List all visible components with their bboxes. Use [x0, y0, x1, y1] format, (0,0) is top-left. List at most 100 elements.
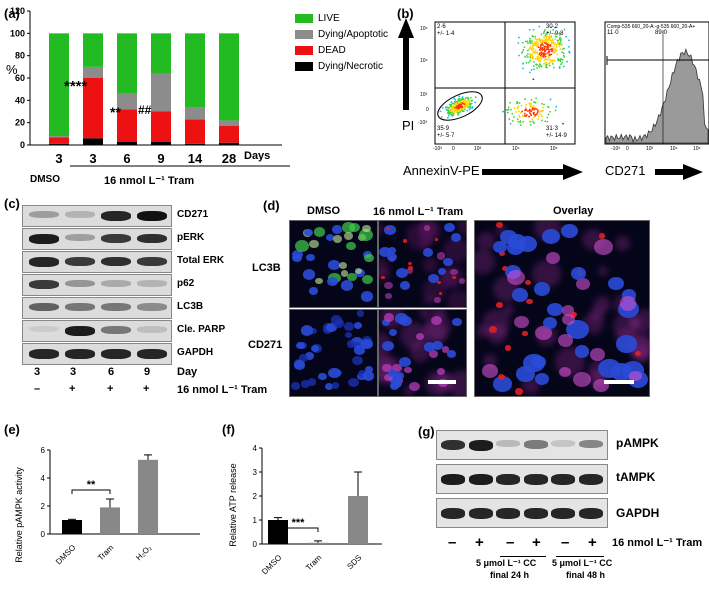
scatter-event-dot: [454, 102, 457, 105]
scatter-event-dot: [510, 108, 512, 111]
blot-c-band: [65, 211, 95, 218]
scatter-event-dot: [539, 41, 542, 44]
scatter-event-dot: [568, 51, 571, 54]
scatter-event-dot: [457, 99, 460, 102]
panel-label-f: (f): [222, 422, 235, 437]
scatter-event-dot: [556, 39, 559, 42]
micro-cell-nucleus: [293, 360, 305, 370]
scale-bar-small: [428, 380, 456, 384]
scatter-event-dot: [549, 98, 552, 101]
micro-cell-nucleus: [309, 240, 319, 248]
micro-cell-nucleus: [346, 340, 355, 348]
scatter-event-dot: [545, 66, 548, 69]
panel-a-xlabel: Days: [244, 150, 271, 162]
panel-a-bar-live: [185, 33, 205, 108]
scatter-event-dot: [525, 61, 528, 64]
scatter-event-dot: [536, 40, 538, 43]
scatter-event-dot: [554, 51, 557, 53]
blot-c-row-label: Cle. PARP: [177, 324, 226, 335]
micro-cell-nucleus: [390, 379, 402, 389]
micro-col-overlay: Overlay: [553, 205, 594, 217]
micro-cell-nucleus: [360, 291, 374, 302]
scatter-event-dot: [536, 67, 539, 69]
scatter-event-dot: [462, 108, 465, 111]
scatter-event-dot: [540, 65, 543, 68]
scatter-event-dot: [555, 35, 558, 38]
micro-cell-nucleus: [608, 276, 624, 290]
scatter-event-dot: [513, 107, 516, 110]
scatter-event-dot: [542, 109, 544, 112]
scatter-event-dot: [539, 54, 542, 57]
micro-cell-nucleus: [349, 223, 360, 233]
micro-cell-nucleus: [353, 345, 365, 355]
scatter-event-dot: [530, 114, 533, 117]
ytick-label: 2: [253, 492, 258, 501]
micro-cell-nucleus: [571, 267, 586, 280]
blot-c-band: [137, 234, 167, 244]
panel-a-bar-dead: [219, 126, 239, 143]
blot-g-treat-1: –: [448, 534, 457, 551]
scatter-event-dot: [548, 51, 550, 54]
panel-e-ylabel: Relative pAMPK activity: [14, 467, 24, 563]
micro-cell-nucleus: [436, 252, 446, 260]
scatter-event-dot: [558, 65, 561, 68]
scatter-event-dot: [560, 63, 562, 66]
panel-a-ytick-label: 20: [15, 118, 25, 128]
micro-cell-nucleus: [534, 373, 550, 386]
micro-cell-nucleus: [313, 227, 325, 237]
micro-cell-nucleus: [431, 315, 443, 325]
micro-cell-nucleus: [489, 326, 498, 333]
blot-c-treat-3: +: [107, 383, 114, 395]
xtick-label: Tram: [96, 543, 116, 563]
micro-cell-nucleus: [343, 231, 354, 240]
scatter-event-dot: [534, 107, 537, 110]
scatter-event-dot: [560, 43, 563, 46]
scatter-event-dot: [455, 106, 458, 109]
micro-cytoplasm-haze: [589, 305, 605, 321]
scatter-event-dot: [551, 59, 554, 62]
scatter-event-dot: [541, 47, 544, 50]
scatter-event-dot: [529, 52, 532, 55]
scatter-event-dot: [470, 96, 472, 99]
panel-a-group-tram: 16 nmol L⁻¹ Tram: [104, 175, 195, 187]
scatter-event-dot: [546, 120, 549, 123]
scatter-event-dot: [508, 118, 511, 121]
scatter-event-dot: [535, 45, 538, 48]
scatter-event-dot: [562, 52, 565, 55]
cd271-axis-label: CD271: [605, 163, 646, 178]
blot-c-band: [29, 257, 59, 267]
micro-cytoplasm-haze: [423, 294, 434, 305]
bar-0: [62, 520, 82, 534]
micro-cytoplasm-haze: [594, 296, 611, 314]
scatter-event-dot: [568, 39, 570, 42]
scatter-event-dot: [529, 104, 532, 107]
scatter-event-dot: [554, 38, 557, 41]
scatter-event-dot: [540, 51, 543, 54]
scatter-event-dot: [441, 107, 444, 109]
blot-c-band: [65, 280, 95, 288]
micro-cell-nucleus: [381, 275, 386, 280]
micro-cell-nucleus: [347, 272, 358, 282]
micro-cell-nucleus: [325, 234, 334, 242]
scatter-event-dot: [528, 102, 531, 105]
scatter-event-dot: [532, 51, 535, 53]
micro-cell-nucleus: [499, 251, 505, 257]
scatter-event-dot: [544, 120, 547, 123]
scatter-event-dot: [469, 102, 472, 105]
micro-cell-nucleus: [344, 332, 352, 339]
micro-cell-nucleus: [404, 367, 412, 374]
micro-cell-nucleus: [409, 381, 420, 391]
scatter-event-dot: [532, 35, 535, 38]
scatter-event-dot: [518, 114, 521, 117]
scatter-event-dot: [532, 120, 534, 123]
scatter-event-dot: [461, 98, 464, 101]
hist-xtick-0: 0: [626, 146, 629, 152]
scatter-event-dot: [532, 48, 535, 51]
scatter-event-dot: [549, 110, 552, 113]
scatter-event-dot: [555, 105, 558, 108]
micro-cell-nucleus: [598, 233, 606, 239]
scatter-event-dot: [533, 61, 535, 63]
panel-a-ytick-label: 60: [15, 73, 25, 83]
ytick-label: 4: [253, 444, 258, 453]
panel-a-annotation-4star: ****: [64, 78, 88, 95]
